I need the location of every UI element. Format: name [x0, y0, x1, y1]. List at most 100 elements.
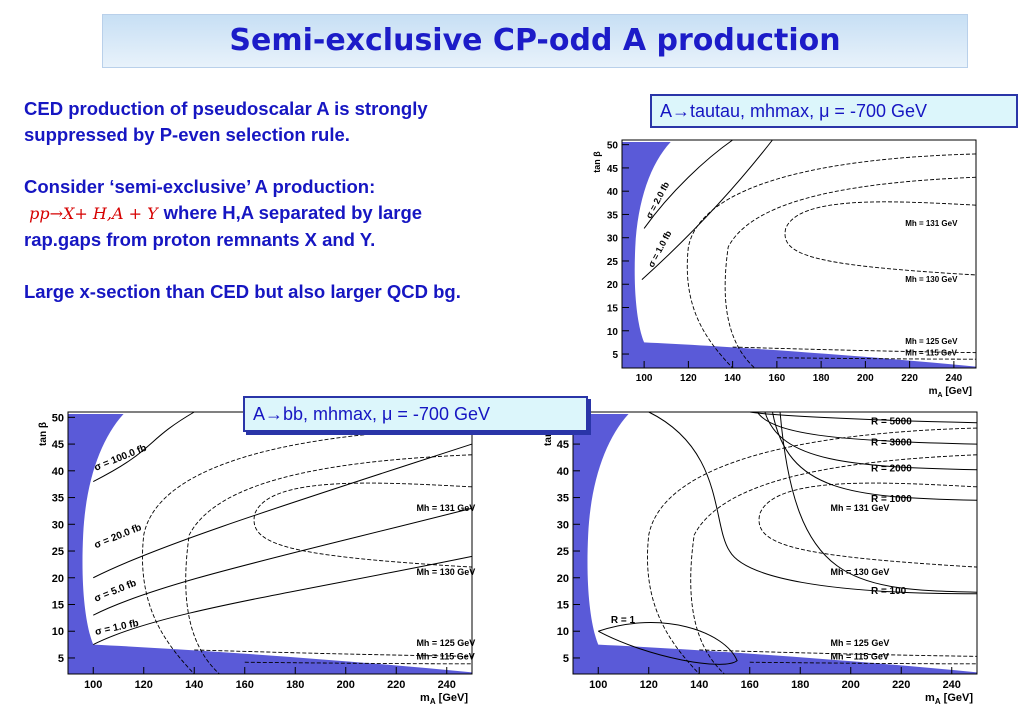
mh-label: Mh = 115 GeV [831, 652, 889, 662]
x-tick-label: 120 [135, 679, 153, 691]
paragraph-qcd: Large x-section than CED but also larger… [24, 279, 579, 305]
text-line-formula: pp→X+ H,A + Y where H,A separated by larg… [24, 200, 579, 227]
ratio-label: R = 5000 [871, 416, 912, 427]
x-tick-label: 220 [892, 679, 910, 691]
formula: pp→X+ H,A + Y [29, 204, 158, 223]
x-tick-label: 160 [236, 679, 254, 691]
x-tick-label: 180 [791, 679, 809, 691]
y-tick-label: 10 [557, 626, 569, 638]
y-tick-label: 25 [557, 546, 569, 558]
x-axis-label: mA [GeV] [929, 386, 972, 399]
y-tick-label: 40 [557, 466, 569, 478]
y-axis-label: tan β [592, 151, 602, 173]
mh-contour [724, 176, 977, 369]
mh-label: Mh = 115 GeV [416, 652, 474, 662]
x-tick-label: 200 [337, 679, 355, 691]
text-line: suppressed by P-even selection rule. [24, 124, 350, 145]
x-tick-label: 240 [946, 373, 963, 384]
x-axis-label: mA [GeV] [420, 692, 468, 706]
x-tick-label: 100 [589, 679, 607, 691]
x-tick-label: 120 [640, 679, 658, 691]
mh-contour [732, 346, 977, 354]
y-tick-label: 45 [52, 439, 64, 451]
ratio-label: R = 2000 [871, 463, 912, 474]
text-line: Consider ‘semi-exclusive’ A production: [24, 176, 376, 197]
mh-contour [647, 427, 978, 675]
plot-frame [572, 411, 978, 675]
y-tick-label: 15 [607, 304, 619, 315]
ratio-contour [749, 411, 978, 424]
mh-contour [142, 427, 473, 675]
y-tick-label: 35 [557, 493, 569, 505]
x-tick-label: 240 [438, 679, 456, 691]
y-tick-label: 5 [58, 653, 64, 665]
ratio-contour [771, 411, 978, 501]
ratio-contour [756, 411, 978, 445]
y-axis-label: tan β [543, 422, 554, 446]
y-tick-label: 30 [607, 234, 619, 245]
ratio-contour [779, 411, 978, 593]
text-line: rap.gaps from proton remnants X and Y. [24, 229, 376, 250]
mh-label: Mh = 130 GeV [905, 275, 958, 284]
sigma-contour [93, 507, 473, 616]
mh-label: Mh = 125 GeV [831, 638, 890, 648]
plot-bb-cross-section: 5 10 15 20 25 30 35 40 45 50 100 120 140 160 180 200 220… [38, 411, 475, 706]
x-tick-label: 140 [690, 679, 708, 691]
y-axis-label: tan β [38, 422, 49, 446]
text-line: where H,A separated by large [163, 202, 423, 223]
mh-label: Mh = 130 GeV [831, 567, 890, 577]
x-tick-label: 160 [741, 679, 759, 691]
x-tick-label: 240 [943, 679, 961, 691]
ratio-contour [764, 411, 978, 471]
y-tick-label: 45 [557, 439, 569, 451]
ratio-label: R = 1 [611, 615, 636, 626]
x-tick-label: 180 [286, 679, 304, 691]
mh-contour [244, 661, 473, 665]
ratio-contour [598, 622, 738, 665]
excluded-region [622, 142, 976, 368]
x-tick-label: 140 [185, 679, 203, 691]
y-tick-label: 10 [52, 626, 64, 638]
y-tick-label: 15 [52, 599, 64, 611]
y-tick-label: 5 [612, 350, 618, 361]
x-tick-label: 140 [724, 373, 741, 384]
ratio-contour [648, 411, 978, 595]
mh-label: Mh = 125 GeV [905, 337, 958, 346]
x-tick-label: 220 [901, 373, 918, 384]
plot-tautau: 5 10 15 20 25 30 35 40 45 50 100 120 140 160 180 200 220… [592, 139, 977, 399]
sigma-label: σ = 1.0 fb [94, 618, 140, 638]
mh-label: Mh = 125 GeV [416, 638, 475, 648]
x-tick-label: 100 [84, 679, 102, 691]
mh-contour [749, 661, 978, 665]
x-tick-label: 120 [680, 373, 697, 384]
y-tick-label: 30 [52, 519, 64, 531]
paragraph-semi-exclusive: Consider ‘semi-exclusive’ A production: … [24, 174, 579, 253]
callout-bb: A→bb, mhmax, μ = -700 GeV [243, 396, 588, 432]
mh-contour [194, 649, 473, 657]
x-tick-label: 160 [769, 373, 786, 384]
plot-frame [621, 139, 977, 369]
y-tick-label: 35 [607, 210, 619, 221]
x-tick-label: 200 [842, 679, 860, 691]
x-axis-label: mA [GeV] [925, 692, 973, 706]
y-tick-label: 20 [52, 573, 64, 585]
callout-tautau: A→tautau, mhmax, μ = -700 GeV [650, 94, 1018, 128]
y-tick-label: 45 [607, 164, 619, 175]
y-tick-label: 35 [52, 493, 64, 505]
y-tick-label: 40 [607, 187, 619, 198]
excluded-region [573, 414, 977, 674]
x-tick-label: 100 [636, 373, 653, 384]
y-tick-label: 30 [557, 519, 569, 531]
excluded-region [68, 414, 472, 674]
text-line: CED production of pseudoscalar A is stro… [24, 98, 428, 119]
y-tick-label: 25 [52, 546, 64, 558]
text-line: Large x-section than CED but also larger… [24, 281, 461, 302]
mh-contour [784, 201, 977, 276]
y-tick-label: 5 [563, 653, 569, 665]
y-tick-label: 50 [607, 141, 619, 152]
x-tick-label: 220 [387, 679, 405, 691]
y-tick-label: 25 [607, 257, 619, 268]
mh-label: Mh = 130 GeV [416, 567, 475, 577]
y-tick-label: 20 [557, 573, 569, 585]
ratio-label: R = 1000 [871, 494, 912, 505]
